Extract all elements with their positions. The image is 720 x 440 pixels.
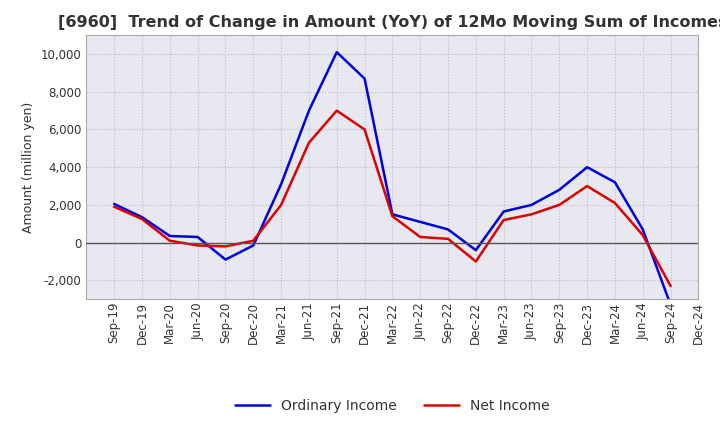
Legend: Ordinary Income, Net Income: Ordinary Income, Net Income [230,394,555,419]
Ordinary Income [194,235,202,240]
Ordinary Income [360,76,369,81]
Net Income [444,236,452,242]
Ordinary Income [221,257,230,262]
Net Income [305,140,313,145]
Net Income [138,216,146,222]
Net Income [416,235,425,240]
Ordinary Income [249,243,258,248]
Net Income [527,212,536,217]
Net Income [582,183,591,189]
Ordinary Income [472,248,480,253]
Line: Net Income: Net Income [114,110,670,286]
Net Income [611,200,619,205]
Net Income [472,259,480,264]
Net Income [110,204,119,209]
Title: [6960]  Trend of Change in Amount (YoY) of 12Mo Moving Sum of Incomes: [6960] Trend of Change in Amount (YoY) o… [58,15,720,30]
Net Income [388,213,397,219]
Net Income [333,108,341,113]
Net Income [276,202,285,208]
Ordinary Income [166,233,174,238]
Net Income [360,127,369,132]
Net Income [249,238,258,243]
Ordinary Income [527,202,536,208]
Net Income [666,283,675,289]
Ordinary Income [138,215,146,220]
Net Income [639,232,647,238]
Net Income [500,217,508,223]
Net Income [221,244,230,249]
Y-axis label: Amount (million yen): Amount (million yen) [22,102,35,233]
Ordinary Income [666,302,675,308]
Ordinary Income [582,165,591,170]
Ordinary Income [333,50,341,55]
Net Income [166,238,174,243]
Ordinary Income [416,219,425,224]
Net Income [555,202,564,208]
Ordinary Income [555,187,564,192]
Ordinary Income [500,209,508,214]
Ordinary Income [388,212,397,217]
Ordinary Income [611,180,619,185]
Ordinary Income [110,202,119,207]
Ordinary Income [276,182,285,187]
Ordinary Income [639,227,647,232]
Line: Ordinary Income: Ordinary Income [114,52,670,305]
Ordinary Income [305,108,313,113]
Net Income [194,243,202,248]
Ordinary Income [444,227,452,232]
